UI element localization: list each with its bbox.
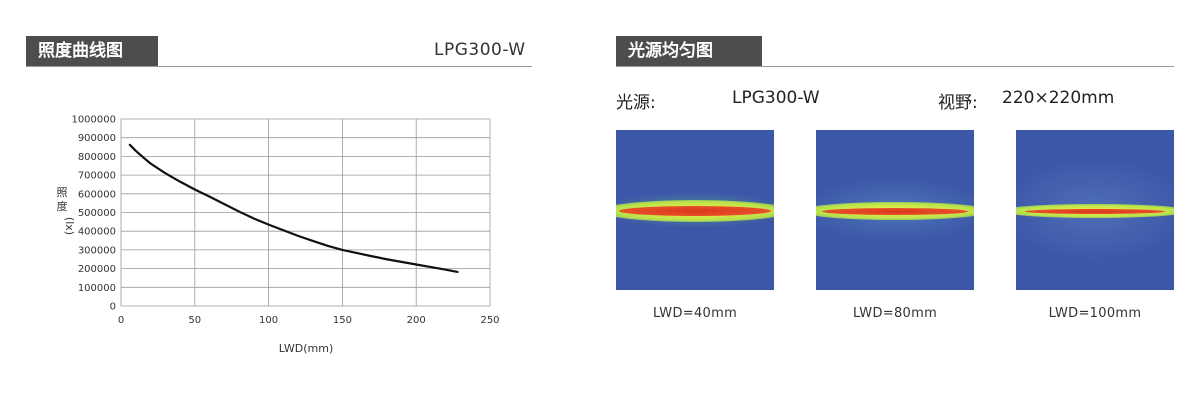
y-tick-label: 0 (110, 302, 116, 313)
x-tick-labels: 0 50 100 150 200 250 (118, 315, 500, 326)
heatmap-lwd-80 (816, 130, 974, 290)
y-axis-label-char: 度 (57, 199, 68, 213)
right-panel-title: 光源均匀图 (616, 36, 762, 66)
x-tick-label: 50 (188, 315, 201, 326)
left-header-rule (26, 66, 532, 67)
illuminance-chart: 0 100000 200000 300000 400000 500000 600000 700… (57, 115, 500, 356)
y-axis-label-unit: (lx) (63, 217, 76, 235)
y-tick-label: 100000 (78, 283, 116, 294)
y-axis-label-char: 照 (57, 186, 68, 199)
light-source-label: 光源: (616, 93, 656, 113)
light-source-value: LPG300-W (732, 88, 820, 108)
y-tick-label: 200000 (78, 264, 116, 275)
y-tick-label: 400000 (78, 227, 116, 238)
y-tick-labels: 0 100000 200000 300000 400000 500000 600000 700… (71, 115, 116, 313)
heatmap-caption-40: LWD=40mm (652, 306, 738, 321)
y-tick-label: 800000 (78, 152, 116, 163)
chart-series (128, 143, 459, 274)
y-tick-label: 700000 (78, 171, 116, 182)
chart-grid (120, 118, 491, 307)
x-tick-label: 0 (118, 315, 124, 326)
x-tick-label: 250 (480, 315, 499, 326)
right-header-rule (616, 66, 1174, 67)
heatmap-caption-80: LWD=80mm (852, 306, 938, 321)
left-panel-model: LPG300-W (434, 40, 526, 60)
y-tick-label: 1000000 (71, 115, 116, 126)
series-line (128, 143, 459, 274)
x-tick-label: 200 (407, 315, 426, 326)
x-axis-label: LWD(mm) (279, 342, 333, 355)
y-tick-label: 300000 (78, 245, 116, 256)
heatmap-lwd-40 (616, 130, 774, 290)
y-tick-label: 600000 (78, 189, 116, 200)
y-tick-label: 500000 (78, 208, 116, 219)
left-panel-title: 照度曲线图 (26, 36, 158, 66)
x-tick-label: 100 (259, 315, 278, 326)
fov-value: 220×220mm (1002, 88, 1115, 108)
heatmap-lwd-100 (1016, 130, 1174, 290)
heatmap-caption-100: LWD=100mm (1048, 306, 1142, 321)
fov-label: 视野: (938, 93, 978, 113)
y-axis-label: 照度 (lx) (57, 186, 77, 235)
x-tick-label: 150 (333, 315, 352, 326)
y-tick-label: 900000 (78, 133, 116, 144)
